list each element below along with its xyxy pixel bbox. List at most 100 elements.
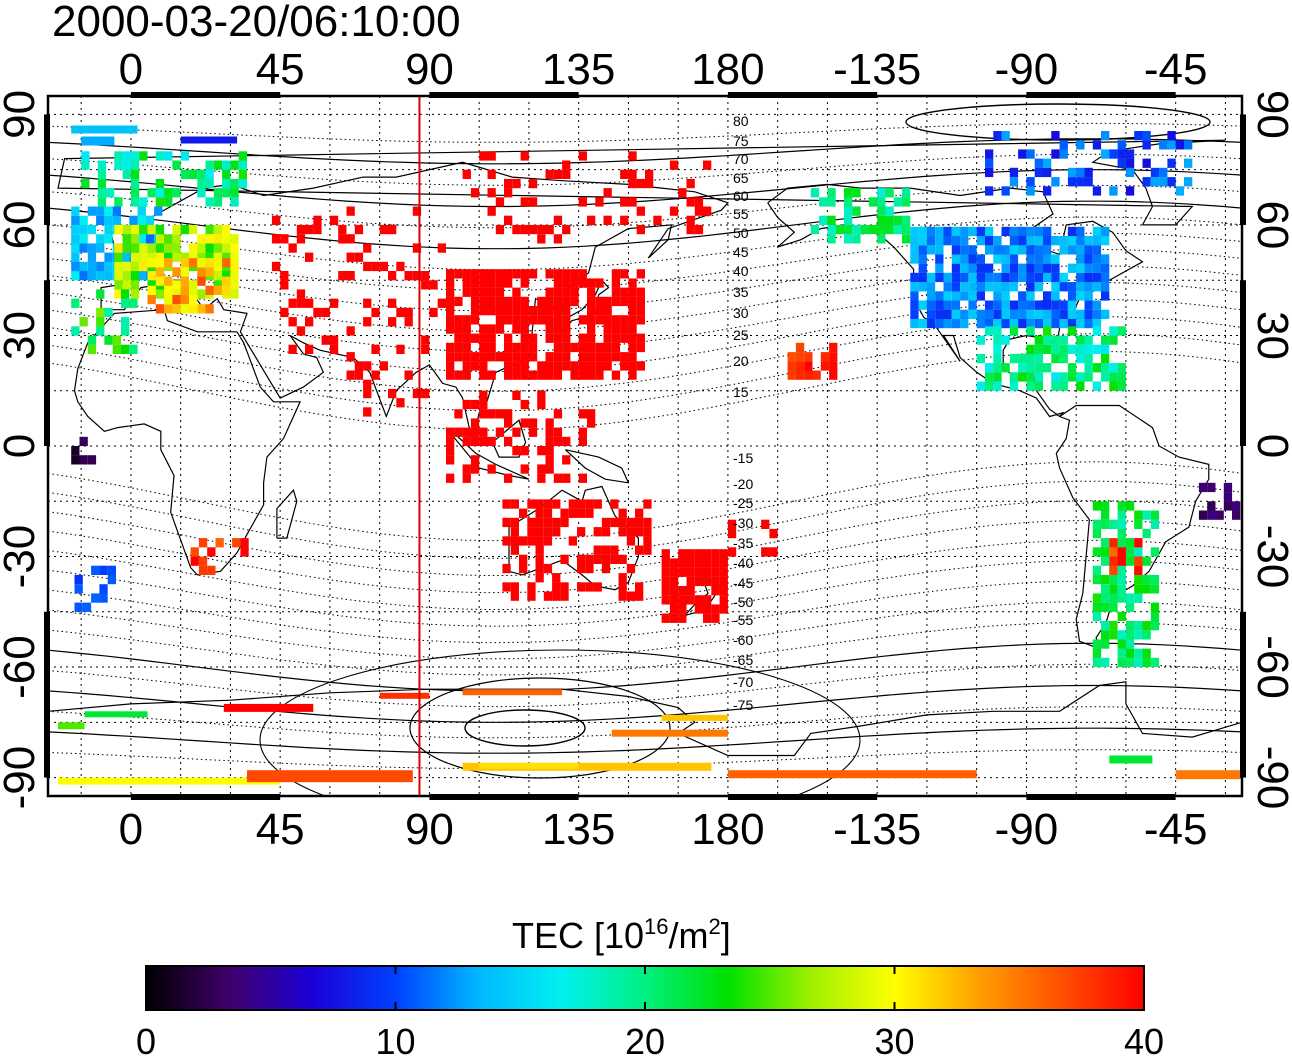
tec-cell (918, 254, 927, 264)
tec-cell (495, 287, 505, 297)
tec-cell (99, 593, 108, 603)
tec-cell (1026, 300, 1035, 310)
tec-cell (926, 236, 936, 246)
tec-cell (993, 254, 1002, 264)
tec-cell (528, 306, 538, 316)
tec-cell (804, 352, 813, 362)
tec-cell (893, 224, 903, 235)
tec-cell (694, 567, 704, 577)
tec-cell (470, 418, 480, 428)
tec-cell (885, 188, 894, 198)
tec-cell (643, 517, 652, 528)
colorbar-label: TEC [1016/m2] (512, 914, 731, 956)
tec-cell (462, 324, 471, 334)
tec-cell (114, 197, 123, 207)
tec-cell (543, 508, 553, 518)
tec-cell (130, 178, 140, 189)
tec-cell (577, 508, 586, 518)
tec-cell (578, 333, 587, 343)
tec-cell (1092, 593, 1102, 603)
tec-cell (1134, 621, 1143, 631)
tec-cell (577, 527, 586, 537)
tec-cell (1067, 177, 1077, 187)
tec-cell (926, 272, 936, 283)
tec-cell (429, 280, 438, 290)
tec-cell (388, 271, 397, 281)
tec-cell (1034, 245, 1043, 255)
tec-cell (537, 446, 546, 456)
contour-label: 25 (733, 327, 749, 343)
tec-cell (139, 197, 148, 207)
tec-cell (527, 536, 536, 546)
tec-cell (1018, 318, 1027, 329)
tec-cell (669, 558, 679, 568)
tec-cell (628, 296, 637, 307)
tec-cell (130, 243, 140, 253)
tec-cell (626, 536, 636, 546)
tec-cell (877, 188, 886, 198)
tec-cell (645, 169, 654, 179)
tec-cell (686, 224, 695, 235)
tec-cell (155, 258, 165, 268)
tec-cell (935, 318, 944, 329)
tec-cell (1059, 335, 1068, 345)
tec-cell (578, 342, 587, 353)
tec-cell (993, 131, 1002, 141)
tec-cell (1101, 291, 1110, 301)
tec-cell (719, 558, 728, 568)
tec-cell (213, 197, 223, 207)
tec-cell (222, 160, 231, 170)
tec-cell (479, 324, 488, 334)
tec-cell (1051, 300, 1060, 310)
tec-cell (918, 263, 927, 273)
tec-cell (321, 307, 330, 318)
tec-cell (363, 361, 372, 371)
tec-cell (222, 271, 231, 281)
tec-cell (470, 361, 480, 371)
tec-cell (1150, 510, 1160, 520)
tec-cell (601, 554, 611, 564)
tec-cell (346, 326, 355, 336)
tec-cell (112, 215, 121, 225)
tec-cell (727, 519, 737, 529)
tec-cell (96, 289, 105, 299)
tec-cell (1117, 140, 1126, 150)
tec-cell (121, 289, 130, 299)
tec-cell (827, 197, 836, 207)
tec-cell (296, 289, 306, 299)
tec-cell (164, 294, 173, 305)
tec-cell (553, 409, 563, 419)
tec-cell (122, 151, 131, 161)
tec-cell (222, 258, 231, 268)
x-tick-label-bottom: 135 (542, 805, 615, 854)
tec-cell (678, 586, 687, 596)
tec-cell (121, 317, 130, 327)
contour-label: 55 (733, 206, 749, 222)
tec-cell (620, 315, 629, 325)
y-tick-label-right: 0 (1248, 434, 1292, 458)
tec-cell (1092, 272, 1102, 283)
tec-cell (545, 436, 554, 447)
tec-cell (1092, 236, 1102, 246)
tec-cell (543, 536, 553, 546)
tec-cell (222, 243, 231, 253)
tec-cell (470, 287, 480, 297)
tec-cell (968, 300, 977, 310)
tec-cell (1101, 630, 1110, 640)
tec-cell (172, 280, 181, 290)
tec-cell (1109, 519, 1118, 529)
x-tick-label-top: -90 (995, 45, 1059, 94)
tec-cell (512, 342, 521, 353)
tec-cell (1167, 140, 1176, 150)
tec-cell (437, 243, 446, 253)
tec-cell (96, 234, 105, 244)
tec-cell (197, 267, 206, 277)
tec-cell (877, 224, 886, 235)
tec-cell (1043, 226, 1052, 237)
tec-cell (1067, 167, 1077, 178)
tec-cell (462, 352, 471, 362)
tec-cell (495, 224, 505, 235)
tec-cell (97, 197, 107, 207)
tec-cell (470, 464, 480, 474)
tec-cell (197, 243, 206, 253)
